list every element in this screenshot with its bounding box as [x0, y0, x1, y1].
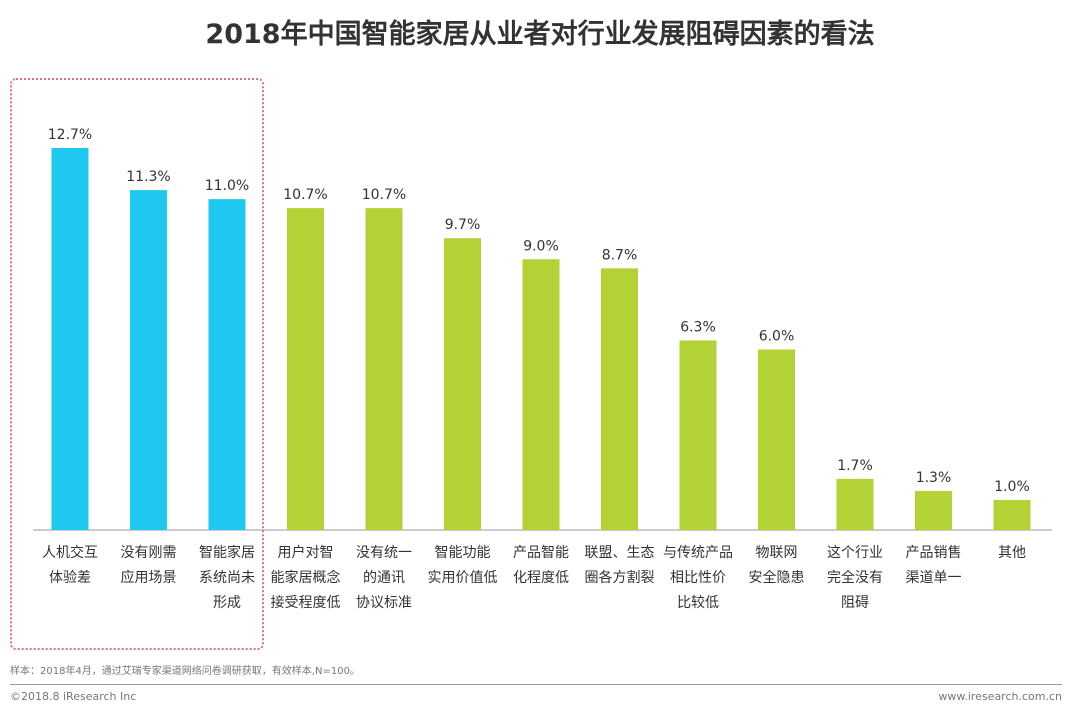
- data-label: 6.3%: [680, 320, 716, 336]
- data-label: 8.7%: [602, 247, 638, 263]
- category-label: 没有刚需 应用场景: [109, 541, 189, 591]
- category-label-line: 化程度低: [513, 570, 569, 586]
- data-label: 11.0%: [205, 178, 249, 194]
- category-label: 这个行业完全没有阻碍: [815, 541, 895, 616]
- category-label-line: 能家居概念: [270, 570, 341, 586]
- bar: [522, 259, 560, 530]
- bar: [836, 478, 874, 530]
- bar: [208, 199, 246, 531]
- category-label-line: 人机交互: [42, 545, 98, 561]
- data-label: 12.7%: [48, 127, 92, 143]
- highlight-box: [10, 78, 264, 650]
- category-label-line: 与传统产品: [663, 545, 733, 561]
- category-label: 物联网 安全隐患: [737, 541, 817, 591]
- website-url: www.iresearch.com.cn: [938, 690, 1062, 703]
- category-label-line: 产品销售: [905, 545, 962, 561]
- category-label: 用户对智能家居概念接受程度低: [266, 541, 346, 616]
- category-label-line: 安全隐患: [748, 570, 805, 586]
- data-label: 9.0%: [523, 238, 559, 254]
- category-label: 产品智能 化程度低: [501, 541, 581, 591]
- category-label-line: 渠道单一: [905, 570, 962, 586]
- bar: [601, 268, 638, 530]
- category-label-line: 没有刚需: [120, 545, 177, 561]
- data-label: 9.7%: [445, 217, 481, 233]
- bar: [287, 208, 324, 531]
- category-label-line: 圈各方割裂: [584, 570, 655, 586]
- bar: [365, 208, 403, 531]
- category-label-line: 没有统一: [356, 545, 412, 561]
- category-label-line: 系统尚未: [199, 570, 255, 586]
- category-label-line: 实用价值低: [427, 570, 498, 586]
- bar: [993, 499, 1031, 530]
- footer-divider: [10, 684, 1062, 685]
- category-label-line: 其他: [998, 545, 1026, 561]
- category-label: 其他: [972, 541, 1052, 566]
- category-label-line: 应用场景: [120, 570, 177, 586]
- category-label: 智能家居系统尚未形成: [187, 541, 267, 616]
- category-label-line: 完全没有: [827, 570, 883, 586]
- category-label: 没有统一的通讯协议标准: [344, 541, 424, 616]
- category-label-line: 阻碍: [841, 595, 869, 611]
- category-label-line: 的通讯: [363, 570, 405, 586]
- data-label: 10.7%: [362, 187, 406, 203]
- category-label-line: 体验差: [49, 570, 91, 586]
- category-label-line: 联盟、生态: [584, 545, 655, 561]
- data-label: 11.3%: [126, 169, 170, 185]
- chart-title: 2018年中国智能家居从业者对行业发展阻碍因素的看法: [205, 19, 875, 50]
- data-label: 1.3%: [916, 470, 952, 486]
- bar: [444, 238, 481, 531]
- category-label-line: 产品智能: [513, 545, 569, 561]
- bar: [758, 349, 795, 530]
- category-label: 与传统产品相比性价比较低: [658, 541, 738, 616]
- category-label: 智能功能 实用价值低: [423, 541, 503, 591]
- bar: [130, 190, 167, 530]
- data-label: 1.0%: [994, 479, 1030, 495]
- category-label: 产品销售 渠道单一: [894, 541, 974, 591]
- sample-note: 样本：2018年4月，通过艾瑞专家渠道网络问卷调研获取，有效样本,N=100。: [10, 666, 360, 677]
- category-label-line: 形成: [213, 595, 241, 611]
- category-label-line: 协议标准: [356, 595, 412, 611]
- bar: [679, 340, 717, 530]
- category-label-line: 比较低: [677, 595, 719, 611]
- data-label: 10.7%: [283, 187, 327, 203]
- bar: [915, 490, 952, 530]
- category-label-line: 智能家居: [199, 545, 255, 561]
- category-label-line: 相比性价: [670, 570, 726, 586]
- category-label: 人机交互 体验差: [30, 541, 110, 591]
- data-label: 6.0%: [759, 329, 795, 345]
- category-label-line: 智能功能: [434, 545, 491, 561]
- category-label-line: 这个行业: [827, 545, 883, 561]
- copyright: ©2018.8 iResearch Inc: [10, 690, 137, 703]
- category-label-line: 用户对智: [277, 545, 334, 561]
- bar: [51, 148, 89, 530]
- data-label: 1.7%: [837, 458, 873, 474]
- category-label: 联盟、生态圈各方割裂: [580, 541, 660, 591]
- category-label-line: 物联网: [755, 545, 798, 561]
- category-label-line: 接受程度低: [270, 595, 341, 611]
